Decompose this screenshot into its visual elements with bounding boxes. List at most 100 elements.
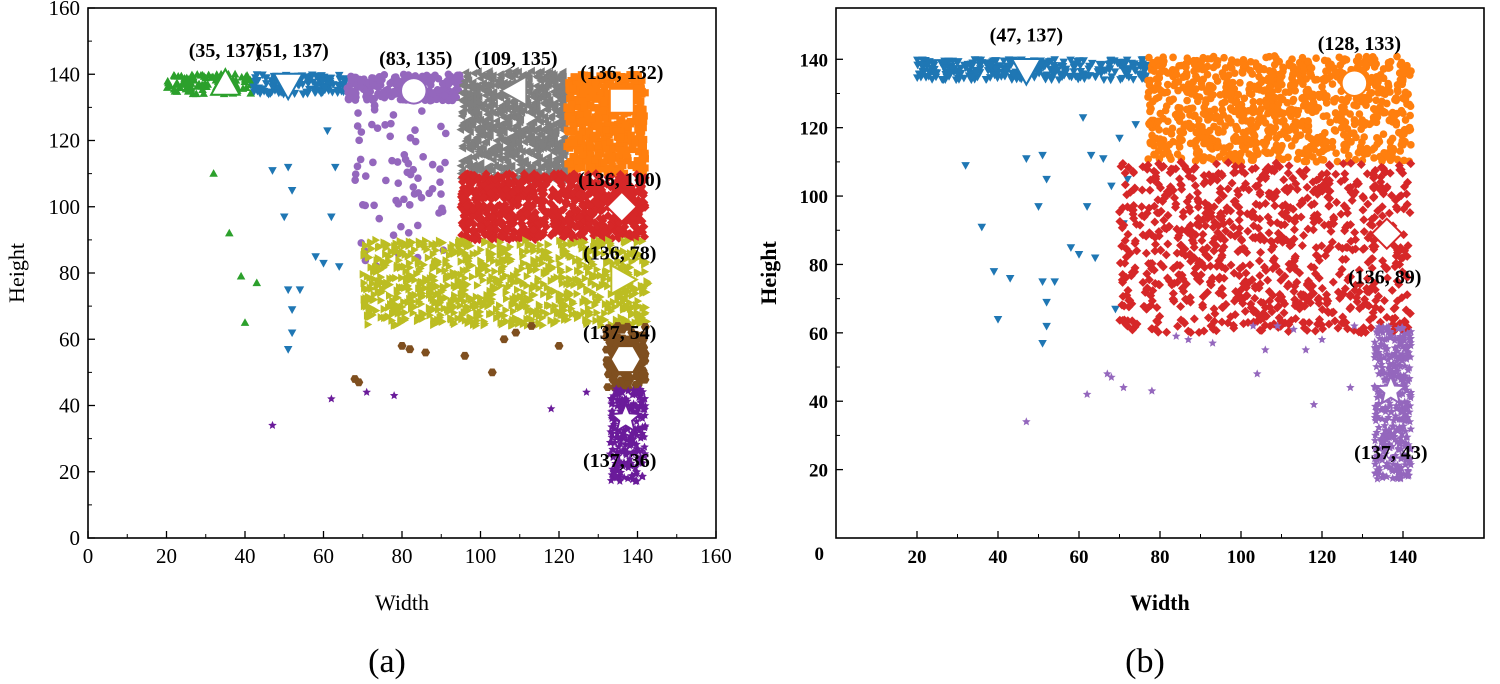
data-point bbox=[497, 70, 505, 80]
data-point bbox=[491, 267, 500, 276]
data-point bbox=[541, 105, 550, 114]
data-point bbox=[354, 109, 362, 117]
data-point bbox=[1038, 339, 1047, 348]
centroid-label: (136, 78) bbox=[583, 243, 656, 265]
x-tick-label: 40 bbox=[235, 544, 256, 568]
data-point bbox=[1111, 305, 1120, 314]
chart-caption: (b) bbox=[1125, 643, 1165, 680]
data-point bbox=[989, 268, 999, 276]
data-point bbox=[310, 89, 320, 98]
data-point bbox=[1236, 78, 1244, 87]
data-point bbox=[427, 76, 436, 84]
data-point bbox=[441, 129, 450, 138]
data-point bbox=[201, 73, 210, 82]
data-point bbox=[543, 92, 552, 101]
data-point bbox=[1238, 69, 1247, 77]
data-point bbox=[640, 117, 648, 125]
data-point bbox=[254, 86, 264, 95]
data-point bbox=[470, 135, 478, 145]
data-point bbox=[370, 105, 379, 114]
data-point bbox=[557, 70, 565, 79]
data-point bbox=[1326, 118, 1335, 127]
data-point bbox=[478, 84, 486, 94]
data-point bbox=[356, 155, 365, 164]
data-point bbox=[351, 96, 360, 104]
data-point bbox=[489, 155, 497, 165]
data-point bbox=[585, 127, 594, 135]
data-point bbox=[481, 91, 489, 100]
data-point bbox=[578, 117, 586, 125]
data-point bbox=[556, 155, 564, 164]
data-point bbox=[377, 296, 386, 305]
data-point bbox=[570, 73, 578, 81]
data-point bbox=[1042, 298, 1051, 307]
data-point bbox=[283, 163, 293, 172]
data-point bbox=[283, 346, 293, 354]
data-point bbox=[469, 89, 477, 99]
y-tick-label: 140 bbox=[49, 62, 81, 86]
data-point bbox=[369, 158, 377, 167]
data-point bbox=[421, 348, 431, 357]
data-point bbox=[185, 86, 195, 95]
data-point bbox=[521, 124, 529, 133]
data-point bbox=[524, 128, 533, 137]
data-point bbox=[555, 146, 564, 155]
data-point bbox=[463, 71, 472, 80]
data-point bbox=[188, 74, 198, 82]
data-point bbox=[603, 383, 613, 391]
data-point bbox=[462, 134, 471, 144]
data-point bbox=[633, 84, 642, 92]
data-point bbox=[617, 146, 625, 154]
data-point bbox=[199, 89, 208, 97]
data-point bbox=[458, 121, 466, 131]
data-point bbox=[351, 170, 360, 179]
chart-a: 0 20 40 60 80 100 120 140 1600204060801001201401… bbox=[4, 0, 732, 680]
data-point bbox=[246, 88, 256, 97]
data-point bbox=[1042, 175, 1051, 184]
data-point bbox=[573, 289, 582, 299]
data-point bbox=[492, 136, 501, 145]
x-tick-label: 20 bbox=[156, 544, 177, 568]
data-point bbox=[541, 82, 550, 91]
data-point bbox=[1261, 141, 1269, 149]
data-point bbox=[411, 126, 419, 134]
data-point bbox=[381, 121, 389, 129]
data-point bbox=[510, 147, 518, 157]
data-point bbox=[494, 127, 503, 137]
data-point bbox=[500, 118, 508, 128]
data-point bbox=[494, 104, 503, 114]
data-point bbox=[479, 144, 487, 153]
data-point bbox=[355, 136, 363, 145]
data-point bbox=[369, 74, 377, 83]
data-point bbox=[370, 201, 378, 210]
data-point bbox=[473, 97, 481, 107]
x-tick-label: 100 bbox=[1227, 547, 1256, 568]
data-point bbox=[631, 139, 639, 147]
cluster-2 bbox=[249, 71, 351, 354]
data-point bbox=[264, 90, 273, 99]
x-tick-label: 120 bbox=[543, 544, 575, 568]
data-point bbox=[458, 143, 467, 153]
data-point bbox=[1254, 115, 1263, 124]
data-point bbox=[314, 72, 323, 81]
data-point bbox=[464, 99, 473, 108]
data-point bbox=[511, 121, 520, 131]
data-point bbox=[331, 163, 340, 172]
data-point bbox=[238, 84, 248, 92]
x-tick-label: 140 bbox=[1389, 547, 1418, 568]
data-point bbox=[364, 320, 373, 329]
data-point bbox=[469, 68, 478, 78]
data-point bbox=[600, 98, 608, 107]
data-point bbox=[487, 145, 495, 155]
data-point bbox=[530, 290, 539, 300]
centroid-label: (51, 137) bbox=[256, 40, 329, 62]
data-point bbox=[337, 87, 346, 96]
data-point bbox=[405, 201, 414, 209]
y-tick-label: 100 bbox=[800, 187, 829, 208]
data-point bbox=[627, 131, 635, 139]
data-point bbox=[579, 97, 587, 105]
data-point bbox=[566, 104, 575, 113]
data-point bbox=[556, 259, 565, 269]
data-point bbox=[230, 69, 240, 78]
data-point bbox=[486, 102, 494, 112]
